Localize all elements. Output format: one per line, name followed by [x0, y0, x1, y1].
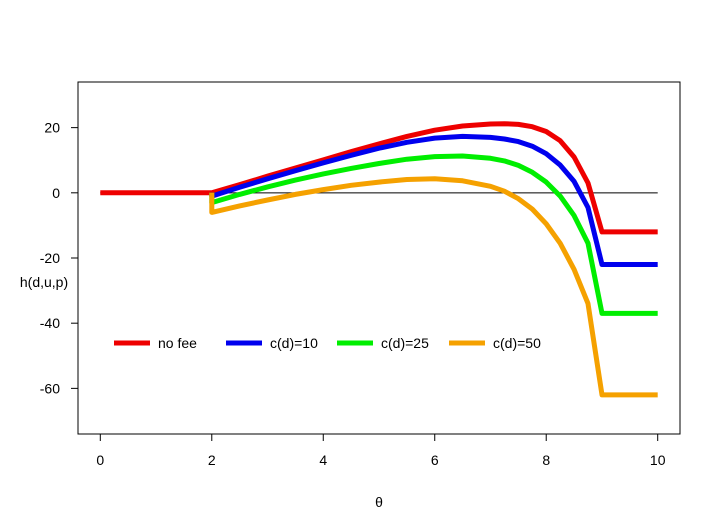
x-axis: 0 2 4 6 8 10 — [96, 433, 666, 468]
y-tick-label: 0 — [52, 185, 60, 201]
y-tick-label: -40 — [40, 315, 60, 331]
legend-label: c(d)=50 — [493, 335, 541, 351]
x-axis-title: θ — [375, 494, 383, 510]
y-axis-title: h(d,u,p) — [20, 274, 68, 290]
y-tick-label: -60 — [40, 380, 60, 396]
x-tick-label: 2 — [208, 452, 216, 468]
x-tick-label: 6 — [431, 452, 439, 468]
series-line-3 — [209, 153, 658, 316]
series-line-4 — [209, 176, 658, 398]
series-line-2 — [209, 133, 658, 267]
y-tick-label: -20 — [40, 250, 60, 266]
x-tick-label: 10 — [650, 452, 666, 468]
legend: no fee c(d)=10 c(d)=25 c(d)=50 — [114, 335, 541, 351]
x-tick-label: 8 — [542, 452, 550, 468]
series-layer — [100, 121, 658, 398]
series-line-1 — [100, 121, 658, 235]
legend-label: c(d)=10 — [270, 335, 318, 351]
x-tick-label: 4 — [319, 452, 327, 468]
y-axis: 20 0 -20 -40 -60 — [40, 120, 79, 396]
x-tick-label: 0 — [96, 452, 104, 468]
y-tick-label: 20 — [44, 120, 60, 136]
legend-label: no fee — [158, 335, 197, 351]
legend-label: c(d)=25 — [381, 335, 429, 351]
